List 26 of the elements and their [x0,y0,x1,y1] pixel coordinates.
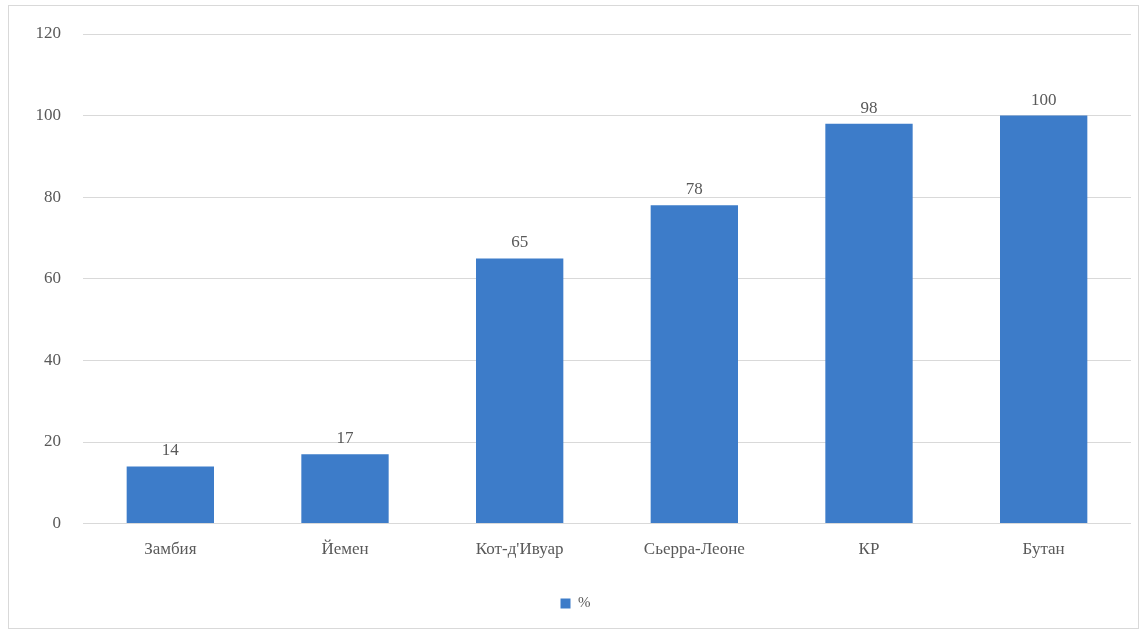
x-tick-label: КР [858,539,880,559]
y-tick-label: 20 [44,431,61,451]
data-label: 65 [511,232,529,252]
bar [825,123,913,524]
x-tick-label: Замбия [144,539,197,559]
bar [1000,115,1088,524]
bar [476,258,564,524]
y-tick-label: 40 [44,349,61,369]
bar [650,205,738,524]
bar [301,454,389,524]
x-tick-label: Кот-д'Ивуар [475,539,564,559]
bar [126,466,214,524]
x-tick-label: Бутан [1022,539,1065,559]
y-tick-label: 60 [44,268,61,288]
y-tick-label: 120 [35,23,61,43]
data-label: 14 [161,440,180,460]
x-tick-label: Йемен [321,539,369,559]
data-label: 78 [685,179,703,199]
y-tick-label: 100 [35,105,61,125]
data-label: 17 [336,428,354,448]
data-label: 100 [1030,89,1057,109]
y-tick-label: 80 [44,186,61,206]
y-tick-label: 0 [52,513,61,533]
legend-label: % [578,594,591,611]
data-label: 98 [860,97,878,117]
x-tick-label: Сьерра-Леоне [643,539,745,559]
